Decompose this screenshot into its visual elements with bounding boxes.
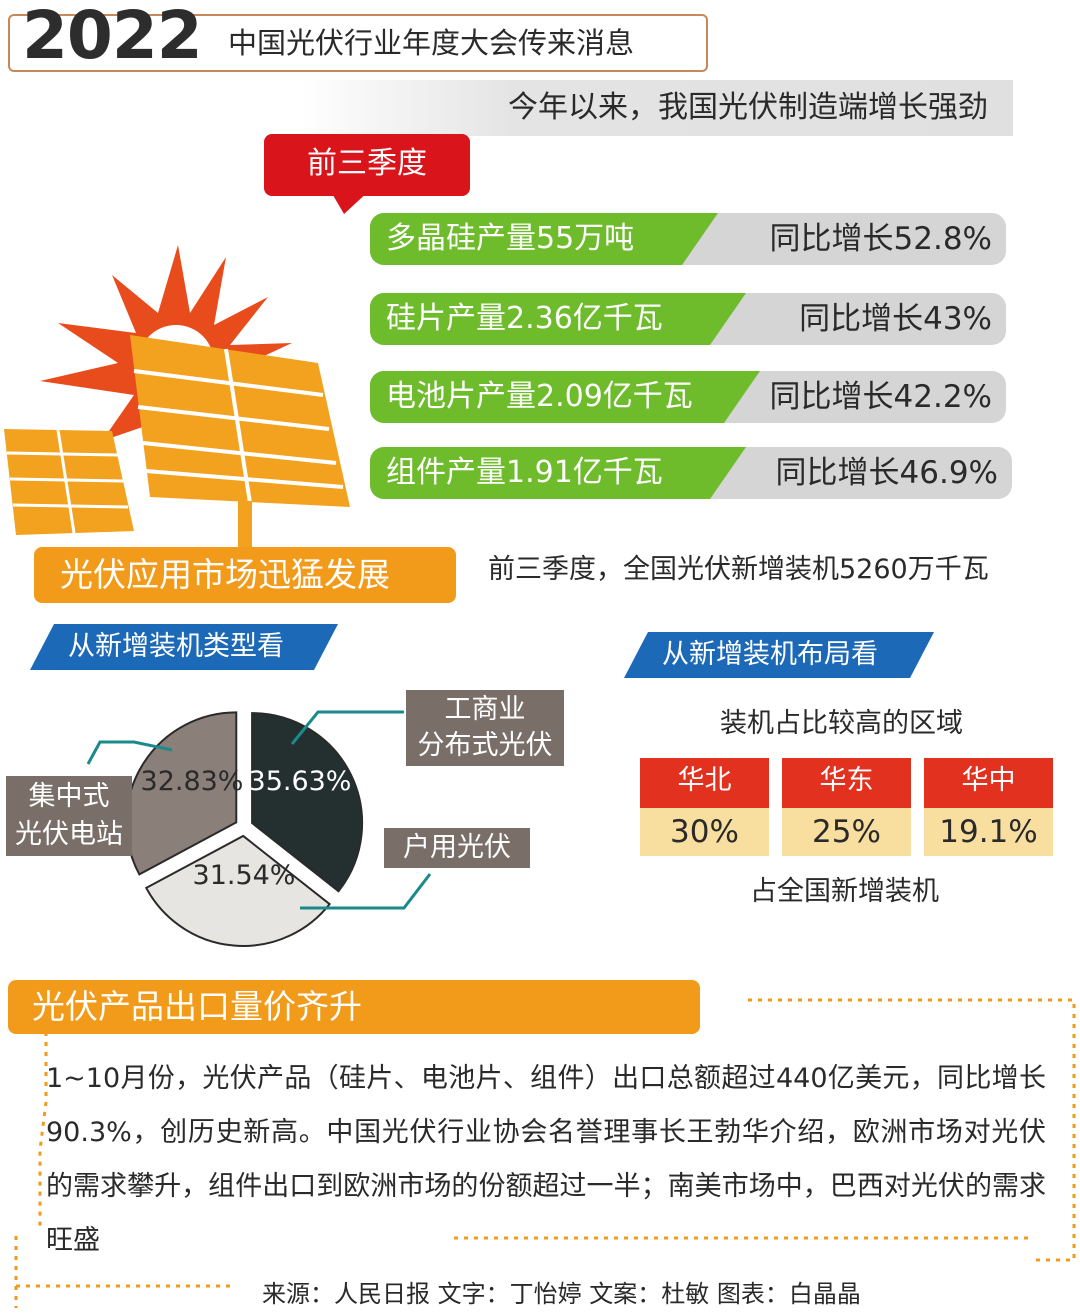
export-banner: 光伏产品出口量价齐升 xyxy=(8,980,700,1034)
production-row: 多晶硅产量55万吨 同比增长52.8% xyxy=(370,213,1006,265)
region-share: 30% xyxy=(640,808,769,856)
output-bar xyxy=(370,213,682,265)
output-bar-tip xyxy=(724,371,760,423)
market-statement: 前三季度，全国光伏新增装机5260万千瓦 xyxy=(488,554,989,585)
pie-slice xyxy=(251,712,364,893)
export-paragraph: 1~10月份，光伏产品（硅片、电池片、组件）出口总额超过440亿美元，同比增长9… xyxy=(46,1063,1046,1256)
layout-heading: 从新增装机布局看 xyxy=(662,639,878,670)
type-heading: 从新增装机类型看 xyxy=(68,631,284,662)
solar-illustration xyxy=(4,245,350,547)
production-row: 组件产量1.91亿千瓦 同比增长46.9% xyxy=(370,447,1012,499)
region-cell: 华北 30% xyxy=(640,758,769,856)
output-label: 电池片产量2.09亿千瓦 xyxy=(386,379,693,414)
small-solar-panel-icon xyxy=(4,429,134,535)
region-cell: 华中 19.1% xyxy=(924,758,1053,856)
header-frame xyxy=(8,14,708,72)
large-solar-panel-icon xyxy=(130,335,350,547)
region-cell: 华东 25% xyxy=(782,758,911,856)
region-name: 华北 xyxy=(640,758,769,808)
commercial-pv-label: 工商业 分布式光伏 xyxy=(406,690,564,766)
growth-label: 同比增长42.2% xyxy=(769,379,992,415)
callout-tail xyxy=(330,190,370,214)
region-heading: 装机占比较高的区域 xyxy=(720,708,963,739)
output-bar xyxy=(370,447,710,499)
household-pv-label: 户用光伏 xyxy=(384,828,530,868)
output-bar-tip xyxy=(710,447,746,499)
header-title: 中国光伏行业年度大会传来消息 xyxy=(228,26,635,60)
credits: 来源：人民日报 文字：丁怡婷 文案：杜敏 图表：白晶晶 xyxy=(262,1280,861,1308)
leader-line xyxy=(300,873,432,910)
output-bar xyxy=(370,371,724,423)
region-footer: 占全国新增装机 xyxy=(750,876,939,907)
subtitle-bar xyxy=(300,80,1013,136)
output-label: 多晶硅产量55万吨 xyxy=(386,221,635,256)
region-share: 19.1% xyxy=(924,808,1053,856)
centralized-pv-label: 集中式 光伏电站 xyxy=(6,776,132,856)
subtitle: 今年以来，我国光伏制造端增长强劲 xyxy=(508,90,988,125)
pie-value-label: 31.54% xyxy=(193,860,296,891)
region-share: 25% xyxy=(782,808,911,856)
output-label: 硅片产量2.36亿千瓦 xyxy=(386,301,663,336)
year-title: 2022 xyxy=(22,0,203,74)
output-bar-tip xyxy=(682,213,718,265)
install-type-pie: 35.63% 31.54% 32.83% xyxy=(86,710,432,947)
region-name: 华中 xyxy=(924,758,1053,808)
type-heading-tag: 从新增装机类型看 xyxy=(30,624,338,670)
production-row: 硅片产量2.36亿千瓦 同比增长43% xyxy=(370,293,1006,345)
growth-label: 同比增长46.9% xyxy=(775,455,998,491)
leader-line xyxy=(290,710,404,745)
pie-slice xyxy=(144,834,331,947)
leader-line xyxy=(86,740,173,765)
output-bar xyxy=(370,293,710,345)
period-callout: 前三季度 xyxy=(264,134,470,196)
growth-label: 同比增长52.8% xyxy=(769,221,992,257)
output-bar-tip xyxy=(710,293,746,345)
market-banner: 光伏应用市场迅猛发展 xyxy=(34,547,456,603)
region-name: 华东 xyxy=(782,758,911,808)
layout-heading-tag: 从新增装机布局看 xyxy=(624,632,934,678)
dotted-frame xyxy=(14,998,1076,1308)
pie-value-label: 35.63% xyxy=(249,766,352,797)
production-row: 电池片产量2.09亿千瓦 同比增长42.2% xyxy=(370,371,1006,423)
pie-value-label: 32.83% xyxy=(141,766,244,797)
output-label: 组件产量1.91亿千瓦 xyxy=(386,455,663,490)
growth-label: 同比增长43% xyxy=(799,301,992,337)
